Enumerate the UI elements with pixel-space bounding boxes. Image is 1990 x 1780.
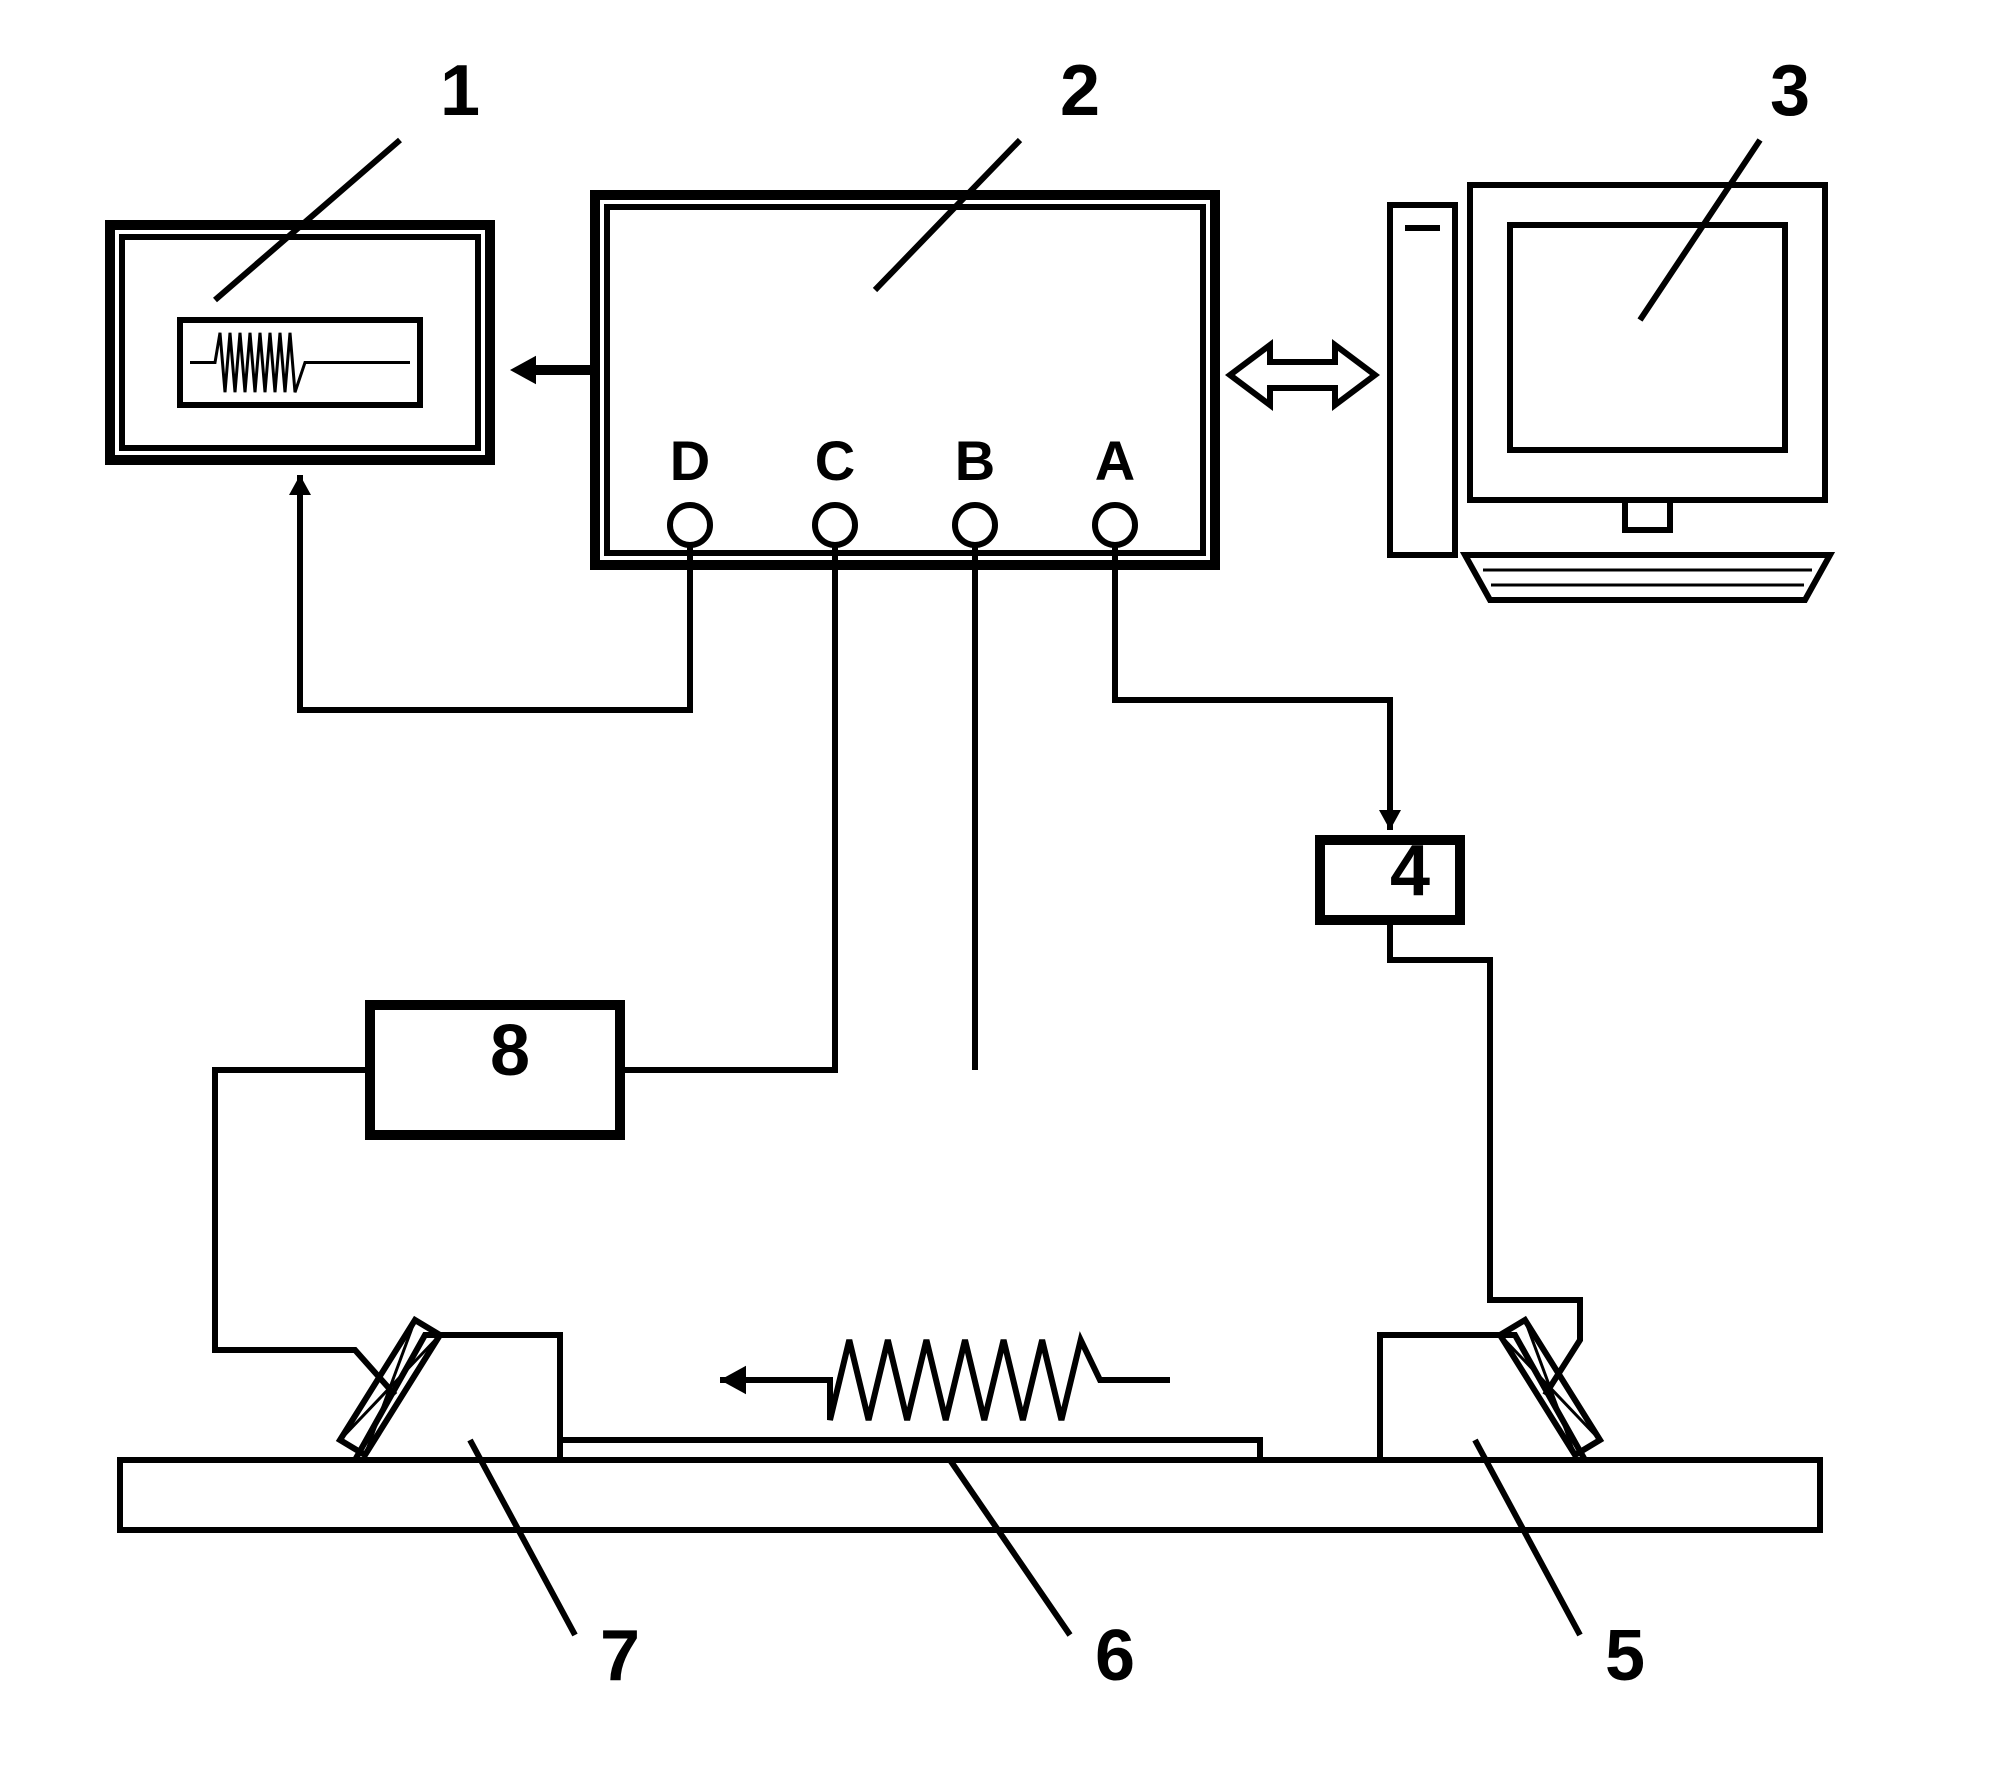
wire-from4_to_right: [1390, 920, 1580, 1395]
port-label-d: D: [670, 429, 710, 492]
computer-screen: [1510, 225, 1785, 450]
computer-tower: [1390, 205, 1455, 555]
oscilloscope-wave-icon: [190, 333, 410, 393]
callout-2: 2: [1060, 51, 1100, 131]
wire-a-to-4: [1115, 545, 1390, 830]
leader-2: [875, 140, 1020, 290]
sample-layer: [560, 1440, 1260, 1460]
leader-7: [470, 1440, 575, 1635]
port-d: [670, 505, 710, 545]
oscilloscope-outer: [110, 225, 490, 460]
wire-d-to-osc: [300, 475, 690, 710]
schematic-diagram: D C B A 1 2 3 4 5 6 7 8: [0, 0, 1990, 1780]
callout-6: 6: [1095, 1616, 1135, 1696]
computer-stand: [1625, 500, 1670, 530]
port-label-b: B: [955, 429, 995, 492]
port-b: [955, 505, 995, 545]
port-label-c: C: [815, 429, 855, 492]
callout-5: 5: [1605, 1616, 1645, 1696]
port-c: [815, 505, 855, 545]
wave-arrow: [720, 1340, 1170, 1420]
port-a: [1095, 505, 1135, 545]
leader-6: [950, 1460, 1070, 1635]
port-label-a: A: [1095, 429, 1135, 492]
wire-C_to_8_to_left: [620, 545, 835, 1070]
arrowhead: [1379, 810, 1401, 830]
leader-5: [1475, 1440, 1580, 1635]
computer-keyboard: [1465, 555, 1830, 600]
bidir-arrow-icon: [1230, 345, 1375, 405]
arrowhead: [289, 475, 311, 495]
callout-4: 4: [1390, 831, 1430, 911]
arrowhead: [510, 356, 536, 385]
callout-1: 1: [440, 51, 480, 131]
callout-3: 3: [1770, 51, 1810, 131]
callout-7: 7: [600, 1616, 640, 1696]
arrowhead: [720, 1366, 746, 1395]
callout-8: 8: [490, 1011, 530, 1091]
base-plate: [120, 1460, 1820, 1530]
oscilloscope-inner: [122, 237, 478, 448]
leader-3: [1640, 140, 1760, 320]
computer-tower-slot: [1405, 225, 1440, 231]
